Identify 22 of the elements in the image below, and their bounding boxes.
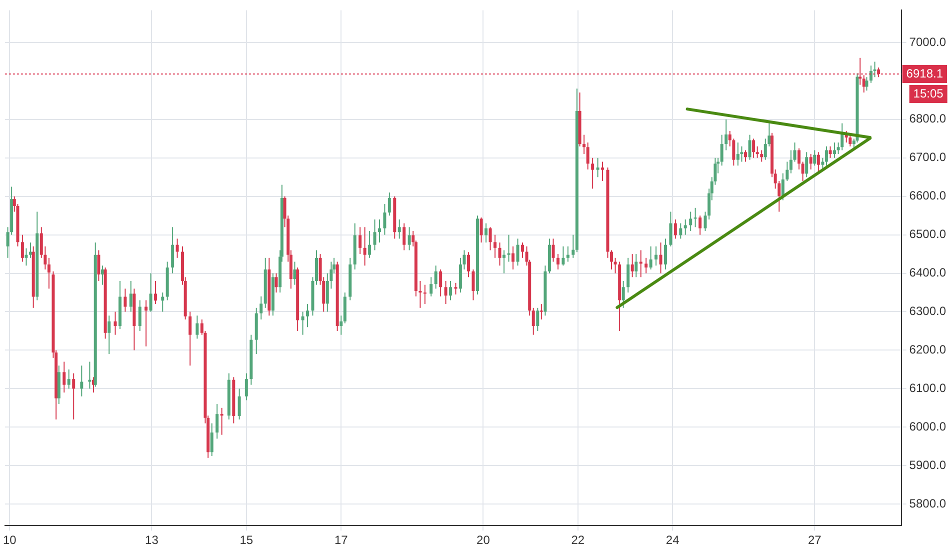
y-tick-label: 7000.0	[909, 34, 946, 49]
y-tick-label: 6000.0	[909, 419, 946, 434]
y-tick-label: 5900.0	[909, 458, 946, 472]
y-tick-label: 6200.0	[909, 342, 946, 357]
x-tick-label: 15	[240, 533, 254, 548]
ref-line-label: 6918.1	[906, 66, 944, 80]
x-tick-label: 22	[571, 533, 585, 548]
x-tick-label: 27	[808, 533, 822, 548]
y-tick-label: 6300.0	[909, 304, 946, 318]
x-tick-label: 17	[334, 533, 348, 548]
x-tick-label: 10	[2, 533, 17, 548]
x-tick-label: 13	[145, 533, 159, 548]
y-tick-label: 6700.0	[909, 150, 946, 164]
x-tick-label: 20	[476, 533, 490, 548]
y-tick-label: 6500.0	[909, 227, 946, 242]
x-tick-label: 24	[666, 533, 680, 548]
y-tick-label: 6800.0	[909, 112, 946, 126]
text: 15:05	[913, 86, 944, 100]
y-tick-label: 6100.0	[909, 380, 946, 395]
y-tick-label: 6400.0	[909, 266, 946, 280]
y-tick-label: 5800.0	[909, 496, 946, 510]
y-tick-label: 6600.0	[909, 188, 946, 203]
